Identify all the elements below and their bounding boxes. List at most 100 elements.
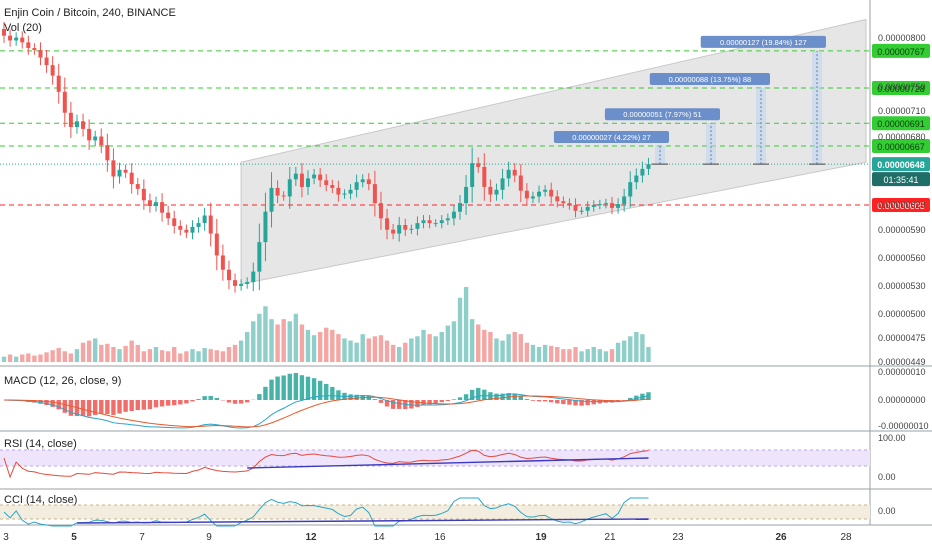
candle [166, 212, 171, 219]
macd-histogram-bar [384, 400, 390, 407]
macd-histogram-bar [172, 400, 177, 406]
macd-histogram-bar [585, 400, 590, 406]
macd-histogram-bar [208, 395, 213, 400]
volume-bar [500, 340, 505, 362]
volume-bar [433, 336, 438, 362]
macd-histogram-bar [123, 400, 128, 412]
candle [281, 195, 286, 197]
volume-bar [330, 329, 335, 362]
time-axis-label: 19 [535, 532, 547, 543]
macd-histogram-bar [451, 399, 457, 400]
volume-bar [591, 347, 596, 362]
volume-bar [536, 347, 542, 362]
volume-bar [263, 306, 268, 362]
volume-bar [348, 340, 353, 362]
volume-bar [469, 319, 475, 362]
price-axis-label: 0.00000620 [878, 200, 926, 210]
volume-bar [117, 349, 122, 362]
target-zone-2 [756, 88, 766, 165]
volume-bar [512, 332, 517, 362]
chart-title: Enjin Coin / Bitcoin, 240, BINANCE [4, 7, 176, 19]
level-price-label: 0.00000728 [877, 84, 925, 94]
candle [26, 42, 31, 49]
candle [147, 200, 152, 206]
candle [549, 189, 554, 197]
macd-histogram-bar [305, 376, 311, 400]
level-badge-3 [872, 139, 930, 154]
candle [184, 229, 189, 233]
countdown-badge [872, 172, 930, 187]
candle [628, 182, 633, 197]
candle [324, 180, 329, 186]
candle [312, 174, 317, 179]
volume-bar [62, 351, 67, 362]
macd-histogram-bar [409, 400, 414, 409]
macd-histogram-bar [281, 375, 286, 400]
macd-histogram-bar [68, 400, 74, 416]
macd-histogram-bar [591, 400, 596, 405]
rsi-axis-label: 0.00 [878, 472, 896, 482]
price-axis-label: 0.00000710 [878, 106, 926, 116]
volume-bar [476, 324, 481, 362]
volume-bar [518, 334, 523, 362]
candle [251, 271, 256, 283]
volume-bar [427, 334, 432, 362]
macd-histogram-bar [238, 400, 244, 404]
macd-histogram-bar [555, 400, 560, 404]
macd-histogram-bar [105, 400, 110, 415]
volume-bar [275, 324, 280, 362]
target-label: 0.00000088 (13.75%) 88 [669, 75, 752, 84]
volume-bar [336, 334, 341, 362]
volume-bar [372, 336, 378, 362]
volume-bar [99, 344, 104, 362]
candle [263, 211, 268, 243]
candle [330, 185, 335, 188]
macd-histogram-bar [178, 400, 183, 405]
volume-bar [445, 325, 451, 362]
signal-line [3, 395, 649, 428]
macd-histogram-bar [372, 399, 378, 400]
price-axis-label: 0.00000475 [878, 333, 926, 343]
macd-histogram-bar [299, 375, 305, 400]
volume-bar [415, 336, 420, 362]
candle [14, 37, 19, 41]
price-axis-label: 0.00000500 [878, 309, 926, 319]
macd-histogram-bar [317, 380, 323, 400]
candle [2, 29, 6, 36]
volume-bar [384, 340, 390, 362]
candle [451, 211, 456, 219]
candle [561, 201, 566, 204]
candle [409, 228, 414, 230]
volume-bar [190, 349, 195, 362]
time-axis-label: 9 [206, 532, 212, 543]
candle [20, 37, 25, 43]
cci-axis-label: 0.00 [878, 506, 896, 516]
macd-histogram-bar [463, 394, 469, 400]
price-axis-label: 0.00000750 [878, 82, 926, 92]
candle [555, 196, 560, 202]
candle [482, 166, 487, 187]
volume-bar [640, 334, 645, 362]
macd-histogram-bar [147, 400, 153, 410]
volume-bar [305, 329, 311, 362]
volume-bar [397, 347, 402, 362]
macd-histogram-bar [184, 400, 189, 404]
volume-bar [366, 338, 371, 362]
target-label: 0.00000027 (4.22%) 27 [572, 133, 650, 142]
target-label-bg-2 [649, 73, 770, 86]
candle [269, 187, 274, 212]
macd-histogram-bar [348, 394, 353, 400]
cci-trendline [76, 518, 649, 524]
candle [99, 136, 104, 146]
macd-histogram-bar [269, 379, 274, 400]
volume-bar [238, 340, 244, 362]
candle [537, 191, 542, 197]
macd-histogram-bar [293, 373, 299, 400]
candle [129, 172, 134, 185]
candle [306, 178, 310, 187]
level-price-label: 0.00000767 [877, 47, 925, 57]
candle [512, 169, 517, 176]
macd-histogram-bar [427, 400, 432, 405]
macd-histogram-bar [628, 397, 633, 400]
